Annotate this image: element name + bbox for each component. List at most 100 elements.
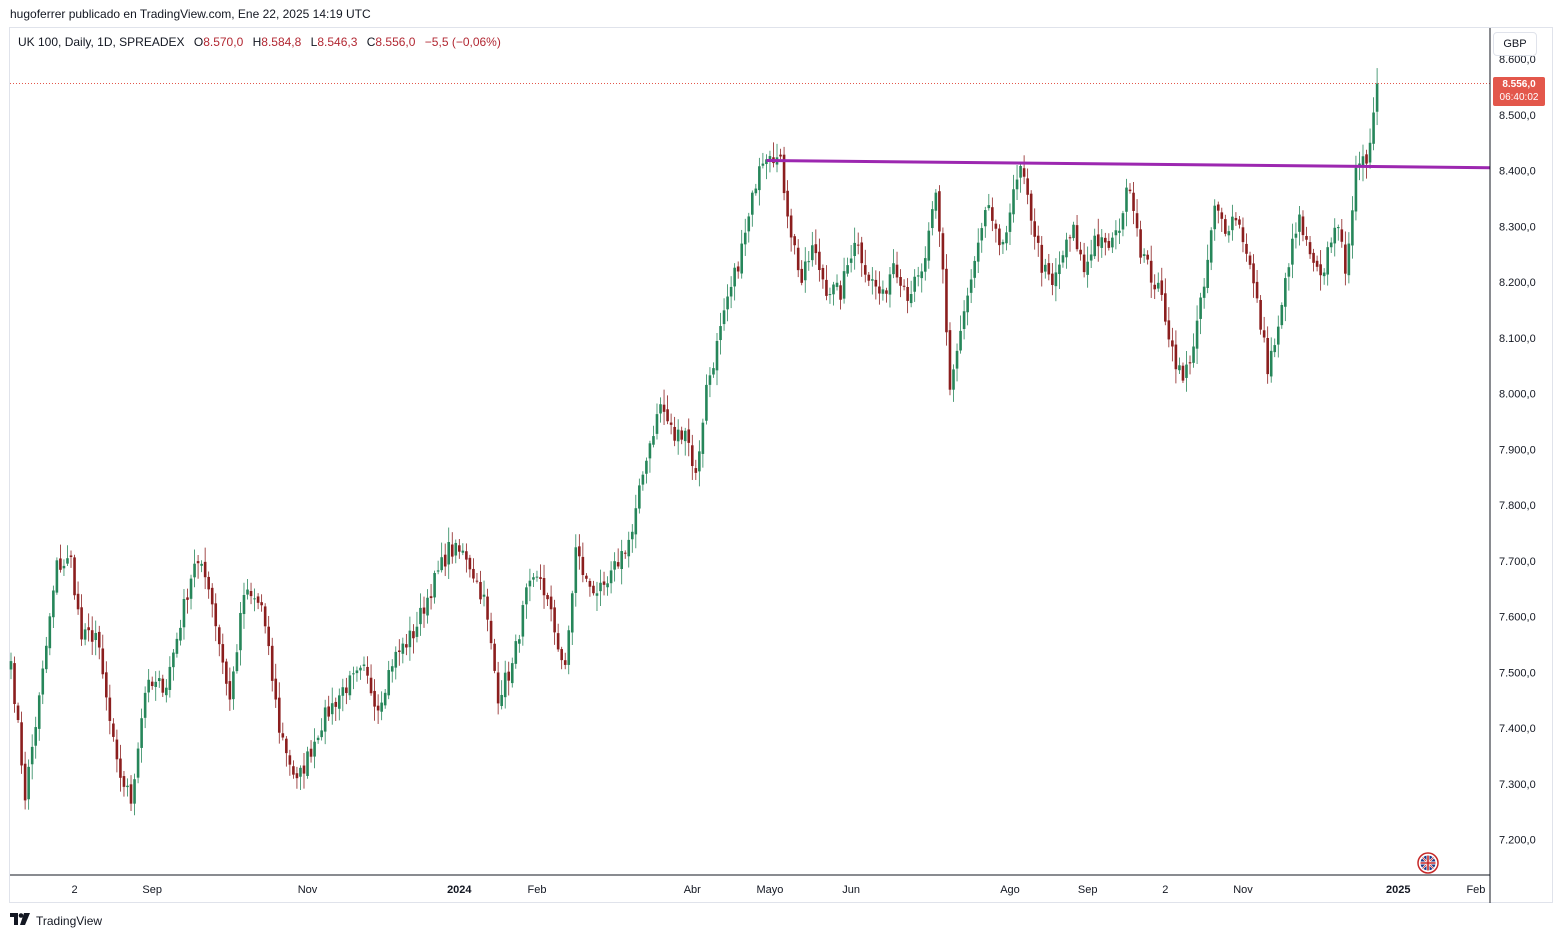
candle-body xyxy=(902,285,906,287)
candle-body xyxy=(652,436,655,445)
candle-body xyxy=(458,545,461,552)
candle-body xyxy=(1096,234,1100,247)
candle-body xyxy=(1174,344,1178,370)
candle-body xyxy=(863,265,867,275)
candle-body xyxy=(182,598,186,628)
candle-body xyxy=(1026,178,1029,195)
candle-body xyxy=(1269,350,1273,377)
y-tick-label: 8.000,0 xyxy=(1499,389,1536,401)
candle-body xyxy=(337,695,341,709)
candle-body xyxy=(570,593,574,633)
x-tick-label: Nov xyxy=(298,884,318,896)
candle-body xyxy=(341,687,345,696)
candle-body xyxy=(122,776,126,787)
candle-body xyxy=(503,672,507,698)
candle-body xyxy=(923,258,927,272)
candle-body xyxy=(966,295,969,313)
candle-body xyxy=(1104,237,1107,243)
candle-body xyxy=(260,602,263,606)
candle-body xyxy=(1241,227,1245,243)
candle-body xyxy=(1252,263,1255,284)
candle-body xyxy=(1202,286,1206,298)
candle-body xyxy=(740,243,744,274)
candle-body xyxy=(27,766,30,800)
candle-body xyxy=(980,228,984,241)
candle-body xyxy=(419,607,422,625)
y-tick-label: 8.600,0 xyxy=(1499,54,1536,66)
candle-body xyxy=(1234,217,1238,221)
candle-body xyxy=(634,508,638,535)
candle-body xyxy=(994,223,998,229)
candle-body xyxy=(659,404,662,414)
candle-body xyxy=(9,661,13,670)
candle-body xyxy=(909,294,913,304)
candle-body xyxy=(429,596,433,599)
candle-body xyxy=(549,596,553,610)
symbol-legend[interactable]: UK 100, Daily, 1D, SPREADEX O8.570,0 H8.… xyxy=(18,35,501,49)
candle-body xyxy=(380,702,383,712)
candle-body xyxy=(394,651,398,668)
candle-body xyxy=(736,266,740,272)
candle-body xyxy=(782,154,786,194)
candle-body xyxy=(683,430,687,442)
candle-body xyxy=(172,652,175,668)
y-tick-label: 7.700,0 xyxy=(1499,556,1536,568)
candle-body xyxy=(1245,243,1248,254)
candle-body xyxy=(69,555,73,557)
candle-body xyxy=(1248,255,1252,265)
candle-body xyxy=(20,722,23,766)
x-tick-label: Nov xyxy=(1233,884,1253,896)
candle-body xyxy=(913,276,916,292)
candle-body xyxy=(613,561,616,570)
tradingview-footer[interactable]: TradingView xyxy=(10,913,102,928)
candle-body xyxy=(881,289,885,294)
candle-body xyxy=(330,703,334,715)
x-tick-label: 2024 xyxy=(447,884,472,896)
uk-flag-icon[interactable] xyxy=(1417,852,1439,874)
candle-body xyxy=(119,758,122,778)
candle-body xyxy=(179,627,182,641)
currency-button[interactable]: GBP xyxy=(1493,32,1537,56)
candle-body xyxy=(1185,364,1188,378)
candle-body xyxy=(157,678,161,682)
candle-body xyxy=(835,282,839,287)
candle-body xyxy=(518,639,521,644)
candle-body xyxy=(461,550,465,553)
candle-body xyxy=(475,580,479,582)
candle-body xyxy=(80,607,83,640)
candle-body xyxy=(398,650,401,653)
candle-body xyxy=(253,598,256,600)
candle-body xyxy=(825,279,828,296)
candle-body xyxy=(514,641,518,664)
candle-body xyxy=(1075,225,1079,250)
candle-body xyxy=(136,748,140,778)
candle-body xyxy=(1139,229,1142,258)
y-tick-label: 8.400,0 xyxy=(1499,166,1536,178)
candle-body xyxy=(849,258,853,263)
candle-body xyxy=(45,645,48,670)
chart-frame[interactable] xyxy=(9,27,1553,903)
candle-body xyxy=(563,660,567,665)
candle-body xyxy=(927,230,931,261)
x-tick-label: 2 xyxy=(1162,884,1168,896)
candle-body xyxy=(235,652,239,672)
candle-body xyxy=(256,596,260,603)
candle-body xyxy=(472,568,475,579)
candle-body xyxy=(712,368,715,375)
candle-body xyxy=(108,697,112,721)
candle-body xyxy=(316,737,320,741)
candle-body xyxy=(793,236,796,246)
candle-body xyxy=(76,593,80,610)
candle-body xyxy=(998,228,1001,246)
candle-body xyxy=(856,244,860,246)
candle-body xyxy=(267,626,270,647)
candle-body xyxy=(867,274,871,281)
candle-body xyxy=(415,626,419,637)
candle-body xyxy=(934,192,938,211)
candle-body xyxy=(302,765,306,774)
candle-body xyxy=(66,558,69,564)
candle-body xyxy=(1019,165,1022,178)
candle-body xyxy=(41,668,45,695)
candle-body xyxy=(676,429,680,442)
